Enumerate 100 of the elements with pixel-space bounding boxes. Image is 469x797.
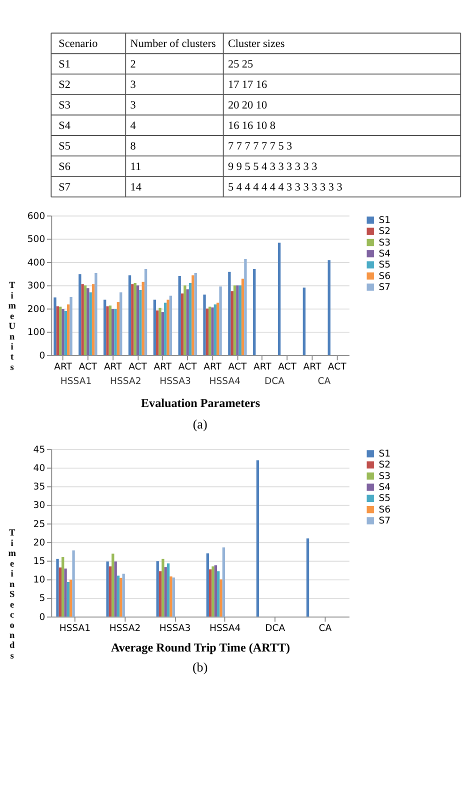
text: HSSA2 <box>110 376 142 387</box>
bar <box>67 304 70 356</box>
y-tick-label: 30 <box>33 500 46 512</box>
text: S6 <box>58 160 71 173</box>
legend-label: S6 <box>378 270 391 282</box>
x-tick-label: ART <box>204 362 222 373</box>
y-tick-label: 35 <box>33 482 46 493</box>
x-tick-label: CA <box>318 623 332 634</box>
x-tick-label: HSSA2 <box>109 623 141 634</box>
bar <box>62 309 64 356</box>
bar <box>206 308 209 356</box>
bar <box>104 300 106 356</box>
bar <box>233 285 236 356</box>
x-tick-label: ART <box>54 362 72 373</box>
text: 7 7 7 7 7 7 5 3 <box>228 140 293 152</box>
legend-label: S5 <box>378 493 391 504</box>
legend-label: S7 <box>378 516 391 527</box>
bar <box>153 300 156 356</box>
x-axis-title: Evaluation Parameters <box>140 396 260 410</box>
y-tick-label: 300 <box>27 280 46 292</box>
y-tick-label: 100 <box>27 327 46 338</box>
x-tick-label: ACT <box>328 362 347 373</box>
bar <box>114 562 117 617</box>
text: 25 25 <box>228 58 254 71</box>
bar <box>236 285 239 356</box>
bar <box>238 285 242 356</box>
text: 4 <box>130 120 136 132</box>
legend-label: S4 <box>378 482 391 494</box>
bar <box>241 278 244 356</box>
text: Cluster sizes <box>228 38 285 50</box>
text: HSSA1 <box>60 376 92 387</box>
x-tick-label: ART <box>303 362 322 373</box>
legend-label: S4 <box>378 248 391 260</box>
bar <box>70 580 72 617</box>
x-tick-label: HSSA3 <box>159 623 191 634</box>
bar <box>256 460 260 617</box>
bar <box>106 562 109 617</box>
text: HSSA3 <box>160 376 191 387</box>
bar <box>120 578 122 617</box>
bar <box>220 579 222 617</box>
bar <box>122 574 125 617</box>
bar <box>328 260 330 356</box>
bar <box>158 571 162 617</box>
text: HSSA4 <box>209 376 241 387</box>
x-tick-label: ACT <box>78 362 98 373</box>
bar <box>184 285 186 356</box>
bar <box>56 306 60 356</box>
text: S4 <box>58 120 71 132</box>
text: 20 20 10 <box>228 100 268 112</box>
bar <box>214 304 217 356</box>
text: CA <box>318 376 332 387</box>
bar <box>158 308 162 356</box>
text: S7 <box>58 181 71 194</box>
bar <box>134 282 136 356</box>
text: 14 <box>130 181 142 194</box>
bar <box>178 276 181 356</box>
bar <box>230 291 234 356</box>
bar <box>116 302 120 356</box>
bar <box>161 312 164 356</box>
y-tick-label: 200 <box>27 304 46 315</box>
text: 11 <box>130 160 142 173</box>
y-tick-label: 25 <box>33 518 46 530</box>
y-tick-label: 20 <box>33 537 46 548</box>
y-tick-label: 500 <box>27 234 46 246</box>
text: Number of clusters <box>130 38 216 50</box>
bar <box>58 567 62 617</box>
bar <box>228 272 231 356</box>
bar <box>131 284 134 356</box>
text: 3 <box>130 100 136 112</box>
x-tick-label: ART <box>154 362 172 373</box>
bar <box>66 582 70 617</box>
text: S1 <box>58 58 70 71</box>
bar <box>172 578 175 617</box>
bar <box>222 547 226 617</box>
bar <box>164 302 167 356</box>
text: 8 <box>130 140 136 152</box>
bar <box>86 288 90 356</box>
bar <box>116 576 120 617</box>
y-tick-label: 10 <box>33 574 46 586</box>
x-tick-label: HSSA4 <box>209 623 241 634</box>
bar <box>278 242 281 356</box>
text: Time Units <box>8 281 16 373</box>
bar <box>94 272 98 356</box>
legend-label: S3 <box>378 237 391 248</box>
bar <box>166 300 170 356</box>
bar <box>192 275 194 356</box>
bar <box>188 282 192 356</box>
bar <box>114 309 117 356</box>
x-axis-title: Average Round Trip Time (ARTT) <box>111 640 290 654</box>
text: 9 9 5 5 4 3 3 3 3 3 3 <box>228 160 318 173</box>
bar <box>54 297 56 356</box>
x-tick-label: ACT <box>278 362 297 373</box>
bar <box>203 294 206 356</box>
bar <box>120 292 122 356</box>
bar <box>64 568 67 617</box>
bar <box>211 307 214 356</box>
bar <box>56 558 59 617</box>
bar <box>106 306 109 356</box>
bar <box>302 288 306 356</box>
bar <box>208 306 212 356</box>
